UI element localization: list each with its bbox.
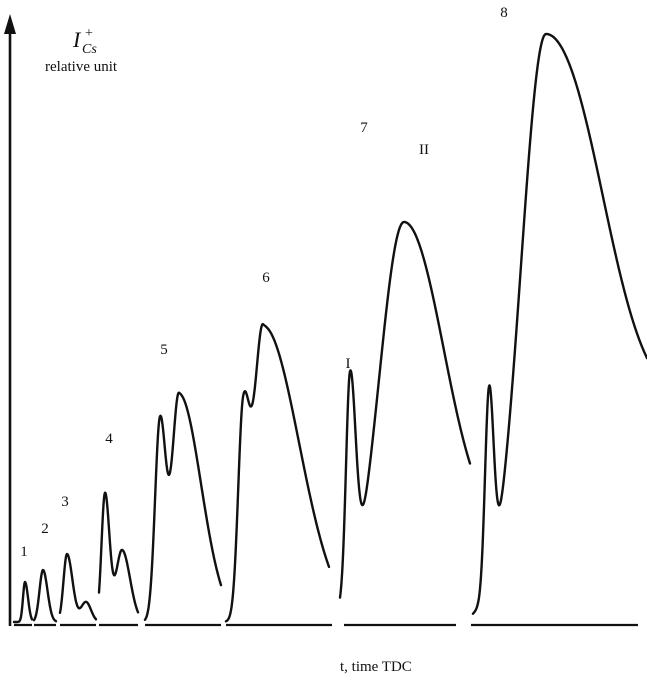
curve-labels: 123 4 5 6 7 8: [20, 5, 508, 560]
curve-label-6: 6: [262, 270, 270, 286]
curve-5: [143, 391, 223, 621]
y-axis-subscript: Cs: [82, 42, 97, 57]
curve-6: [224, 323, 331, 623]
peak-marker-II: II: [419, 142, 429, 158]
y-axis-symbol: I: [72, 27, 82, 52]
curve-label-5: 5: [160, 342, 168, 358]
curve-label-8: 8: [500, 5, 508, 21]
curve-2: [32, 568, 58, 623]
curve-label-3: 3: [61, 494, 69, 510]
curve-8: [471, 32, 647, 615]
curve-label-7: 7: [360, 120, 368, 136]
peak-marker-I: I: [346, 356, 351, 372]
curve-7: [338, 220, 472, 599]
curve-3: [58, 552, 98, 621]
x-axis-label: t, time TDC: [340, 659, 412, 675]
curve-1: [12, 580, 34, 624]
y-axis-superscript: +: [85, 26, 93, 41]
curve-4: [97, 491, 140, 614]
peak-markers: III: [346, 142, 430, 372]
y-axis-unit-label: relative unit: [45, 59, 118, 75]
curves: [12, 32, 647, 624]
curve-label-1: 1: [20, 544, 28, 560]
curve-label-4: 4: [105, 431, 113, 447]
curve-label-2: 2: [41, 521, 49, 537]
y-axis: [4, 14, 16, 626]
